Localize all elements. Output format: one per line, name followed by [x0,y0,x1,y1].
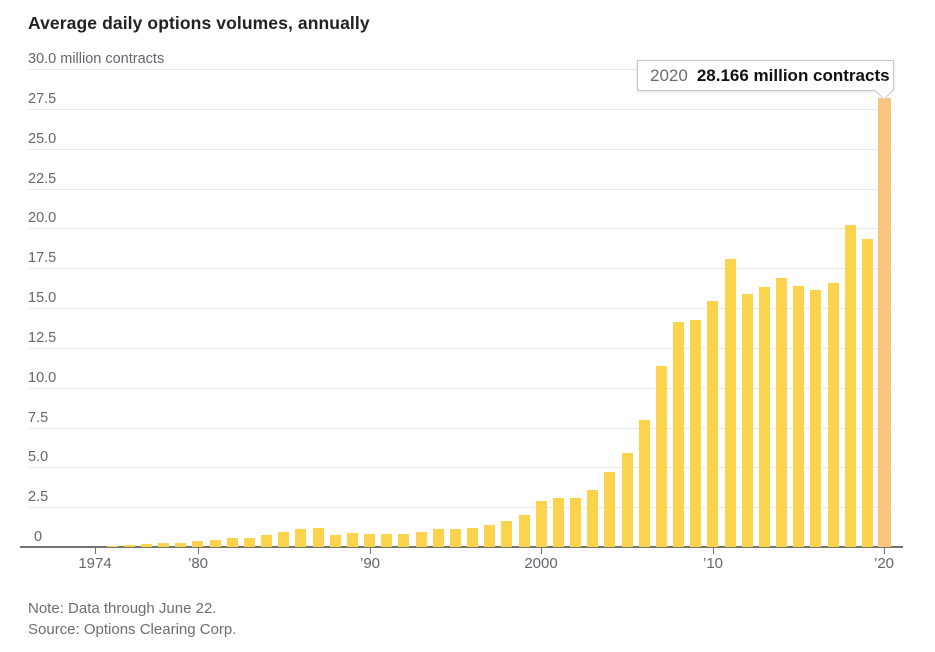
chart-bar-2007[interactable] [656,366,667,547]
source-text: Source: Options Clearing Corp. [28,621,237,638]
x-axis-tick-label: 2000 [524,555,558,572]
x-axis-tick-label: 1974 [78,555,112,572]
x-axis-tick [370,548,371,554]
chart-footnotes: Note: Data through June 22. Source: Opti… [28,598,236,640]
x-axis-tick [95,548,96,554]
chart-bar-2010[interactable] [707,301,718,547]
chart-bar-1997[interactable] [484,525,495,547]
chart-bar-2006[interactable] [639,420,650,547]
x-axis-tick [713,548,714,554]
chart-bar-2013[interactable] [759,287,770,547]
chart-bar-2004[interactable] [604,472,615,547]
y-axis-tick-label: 27.5 [28,91,57,107]
gridline [28,428,893,429]
x-axis-tick [541,548,542,554]
chart-bar-2001[interactable] [553,498,564,547]
chart-bar-2000[interactable] [536,501,547,547]
chart-bar-1983[interactable] [244,538,255,547]
chart-bar-2012[interactable] [742,294,753,547]
chart-bar-1977[interactable] [141,544,152,547]
chart-bar-1991[interactable] [381,534,392,547]
chart-bar-1995[interactable] [450,529,461,547]
chart-bar-1987[interactable] [313,528,324,547]
chart-bar-1980[interactable] [192,541,203,547]
chart-bar-1978[interactable] [158,543,169,547]
gridline [28,268,893,269]
chart-bar-1982[interactable] [227,538,238,547]
y-axis-tick-label: 20.0 [28,210,57,226]
chart-bar-2002[interactable] [570,498,581,547]
chart-bar-1981[interactable] [210,540,221,547]
chart-bar-1990[interactable] [364,534,375,547]
chart-bar-1986[interactable] [295,529,306,547]
y-axis-tick-label: 5.0 [28,449,49,465]
chart-bar-1992[interactable] [398,534,409,547]
y-axis-tick-label: 22.5 [28,171,57,187]
chart-bar-2020[interactable] [878,98,891,547]
chart-bar-2011[interactable] [725,259,736,547]
tooltip-year: 2020 [650,65,688,85]
chart-bar-2014[interactable] [776,278,787,547]
y-axis-tick-label: 7.5 [28,410,49,426]
x-axis-baseline [20,546,903,548]
x-axis-tick [884,548,885,554]
chart-title: Average daily options volumes, annually [28,13,370,33]
gridline [28,467,893,468]
chart-bar-2018[interactable] [845,225,856,547]
chart-bar-2005[interactable] [622,453,633,547]
chart-bar-1988[interactable] [330,535,341,547]
y-axis-tick-label: 30.0 million contracts [28,51,165,67]
y-axis-tick-label: 17.5 [28,250,57,266]
chart-bar-2019[interactable] [862,239,873,547]
chart-bar-1999[interactable] [519,515,530,547]
chart-bar-2017[interactable] [828,283,839,547]
gridline [28,388,893,389]
chart-bar-1984[interactable] [261,535,272,547]
chart-bar-1998[interactable] [501,521,512,547]
gridline [28,308,893,309]
x-axis-tick-label: ’90 [359,555,381,572]
x-axis-tick-label: ’10 [702,555,724,572]
chart-bar-2015[interactable] [793,286,804,547]
y-axis-tick-label: 10.0 [28,370,57,386]
chart-bar-1994[interactable] [433,529,444,547]
gridline [28,228,893,229]
chart-bar-1975[interactable] [107,546,118,547]
gridline [28,109,893,110]
gridline [28,149,893,150]
chart-bar-1979[interactable] [175,543,186,547]
y-axis-tick-label: 15.0 [28,290,57,306]
chart-bar-2003[interactable] [587,490,598,547]
chart-bar-1989[interactable] [347,533,358,547]
x-axis-tick-label: ’80 [187,555,209,572]
chart-bar-1996[interactable] [467,528,478,547]
chart-bar-2009[interactable] [690,320,701,547]
y-axis-tick-label: 0 [34,529,43,545]
x-axis-tick [198,548,199,554]
gridline [28,69,893,70]
chart-bar-1985[interactable] [278,532,289,547]
note-text: Note: Data through June 22. [28,600,217,617]
y-axis-tick-label: 12.5 [28,330,57,346]
tooltip-value: 28.166 million contracts [696,65,890,85]
y-axis-tick-label: 25.0 [28,131,57,147]
x-axis-tick-label: ’20 [873,555,895,572]
chart-bar-1976[interactable] [124,545,135,547]
tooltip: 2020 28.166 million contracts [637,60,894,100]
gridline [28,348,893,349]
y-axis-tick-label: 2.5 [28,489,49,505]
gridline [28,189,893,190]
chart-bar-2016[interactable] [810,290,821,547]
chart-bar-2008[interactable] [673,322,684,547]
gridline [28,507,893,508]
chart-bar-1993[interactable] [416,532,427,547]
